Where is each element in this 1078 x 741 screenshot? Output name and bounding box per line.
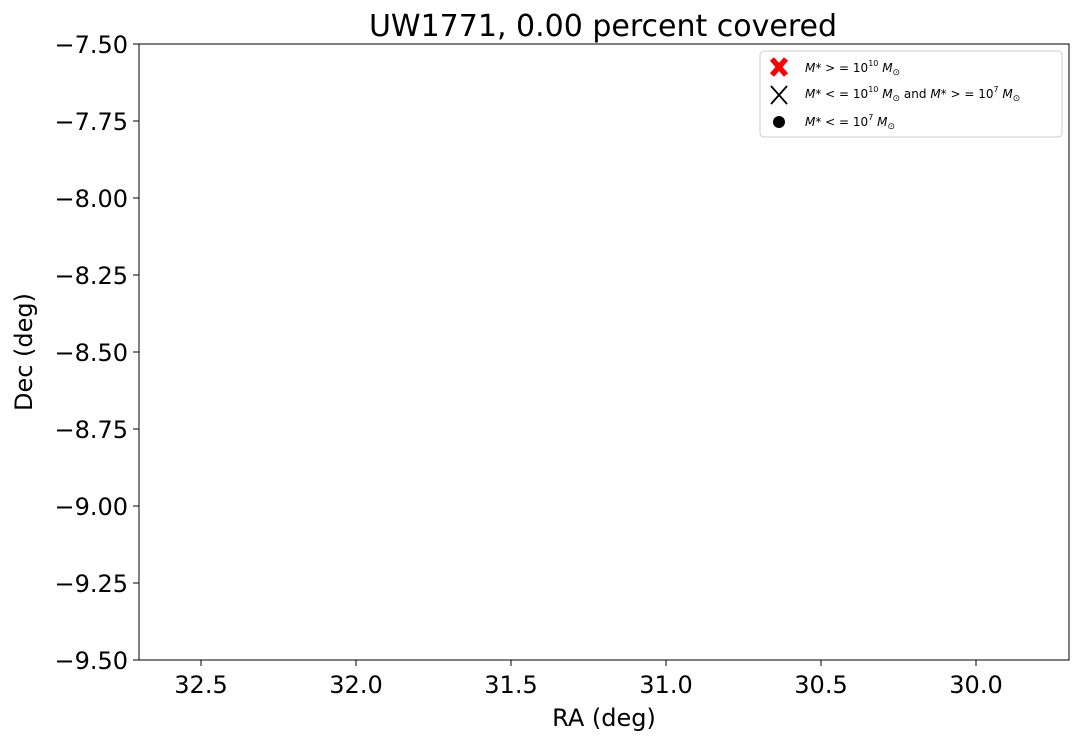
x-axis-label: RA (deg) bbox=[552, 704, 656, 732]
legend-label-mid-mass: M* < = 1010 M⊙ and M* > = 107 M⊙ bbox=[805, 85, 1020, 104]
legend-marker-x bbox=[770, 85, 788, 105]
y-tick-label: −8.25 bbox=[54, 262, 128, 290]
legend: M* > = 1010 M⊙ M* < = 1010 M⊙ and M* > =… bbox=[759, 50, 1063, 138]
x-tick-label: 31.5 bbox=[484, 671, 537, 699]
legend-label-low-mass: M* < = 107 M⊙ bbox=[805, 113, 895, 132]
y-tick-label: −8.75 bbox=[54, 416, 128, 444]
plot-area bbox=[138, 43, 1070, 661]
x-tick-label: 31.0 bbox=[639, 671, 692, 699]
chart-title: UW1771, 0.00 percent covered bbox=[369, 9, 837, 44]
y-tick-label: −8.50 bbox=[54, 339, 128, 367]
y-tick-label: −9.50 bbox=[54, 647, 128, 675]
legend-marker-filled-x bbox=[769, 57, 789, 77]
x-tick-label: 32.5 bbox=[174, 671, 227, 699]
y-tick-label: −9.25 bbox=[54, 570, 128, 598]
x-tick-label: 30.5 bbox=[794, 671, 847, 699]
y-tick-label: −7.75 bbox=[54, 108, 128, 136]
x-tick-label: 30.0 bbox=[949, 671, 1002, 699]
legend-box bbox=[759, 50, 1063, 138]
y-tick-label: −7.50 bbox=[54, 31, 128, 59]
legend-marker-circle bbox=[773, 116, 785, 128]
y-tick-label: −9.00 bbox=[54, 493, 128, 521]
x-tick-label: 32.0 bbox=[329, 671, 382, 699]
y-axis: −7.50 −7.75 −8.00 −8.25 −8.50 −8.75 −9.00 −9.25… bbox=[54, 31, 139, 675]
y-tick-label: −8.00 bbox=[54, 185, 128, 213]
x-axis: 32.5 32.0 31.5 31.0 30.5 30.0 bbox=[174, 660, 1003, 699]
legend-label-high-mass: M* > = 1010 M⊙ bbox=[805, 59, 900, 78]
y-axis-label: Dec (deg) bbox=[10, 293, 38, 411]
